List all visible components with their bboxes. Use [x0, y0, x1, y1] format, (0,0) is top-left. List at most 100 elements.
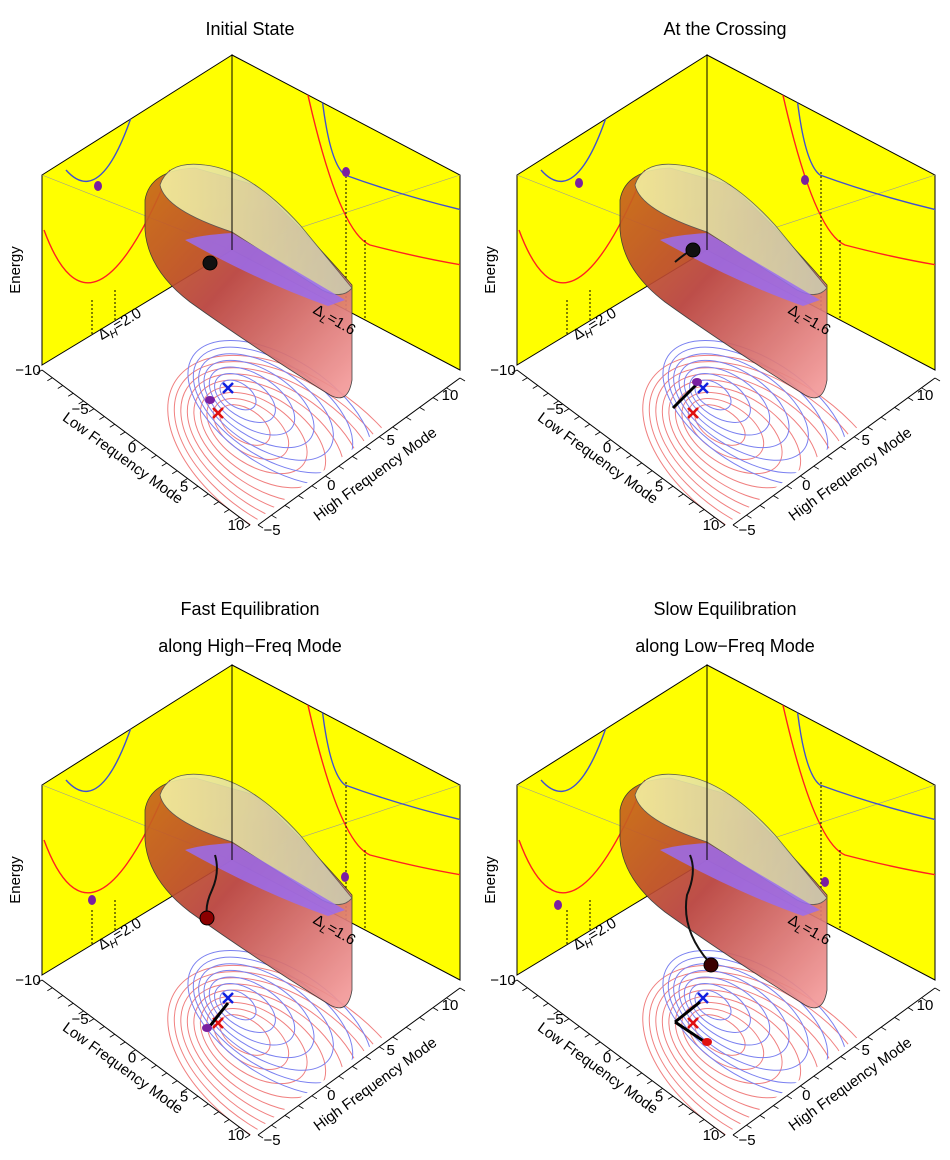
- y-tick: [420, 1017, 425, 1020]
- red-min-marker: [688, 408, 698, 418]
- red-contour: [193, 376, 322, 491]
- floor-state: [702, 1038, 712, 1046]
- y-tick: [285, 505, 290, 508]
- y-tick-label: 5: [861, 432, 869, 449]
- x-tick-label: −10: [490, 362, 515, 379]
- x-tick: [214, 502, 219, 505]
- y-tick: [746, 515, 751, 518]
- x-tick: [245, 525, 250, 528]
- x-tick: [720, 1135, 725, 1138]
- x-tick: [668, 486, 673, 489]
- y-tick: [827, 1066, 832, 1069]
- floor-state: [202, 1024, 212, 1032]
- x-tick: [574, 1027, 579, 1030]
- x-tick: [543, 1003, 548, 1006]
- x-tick: [245, 1135, 250, 1138]
- panel: Slow Equilibrationalong Low−Freq Mode−10…: [482, 599, 940, 1160]
- x-tick-label: 10: [703, 517, 720, 534]
- y-tick-label: 10: [917, 387, 934, 404]
- y-tick: [460, 988, 465, 991]
- state-dot: [94, 181, 102, 191]
- red-min-marker: [688, 1018, 698, 1028]
- y-tick: [433, 398, 438, 401]
- y-tick: [814, 466, 819, 469]
- x-tick: [99, 417, 104, 420]
- x-tick: [574, 417, 579, 420]
- x-axis-label: Low Frequency Mode: [534, 409, 661, 508]
- x-tick: [193, 1096, 198, 1099]
- y-tick-label: −5: [263, 1132, 280, 1149]
- y-tick: [881, 417, 886, 420]
- y-tick-label: 5: [861, 1042, 869, 1059]
- x-tick: [120, 1042, 125, 1045]
- x-tick: [689, 502, 694, 505]
- y-tick: [352, 1066, 357, 1069]
- y-tick: [868, 1037, 873, 1040]
- x-tick: [110, 1034, 115, 1037]
- x-tick: [699, 1120, 704, 1123]
- x-tick: [678, 494, 683, 497]
- x-axis-label: Low Frequency Mode: [59, 1019, 186, 1118]
- state-dot: [575, 178, 583, 188]
- y-tick-label: 10: [442, 997, 459, 1014]
- x-tick: [99, 1027, 104, 1030]
- red-min-marker: [213, 408, 223, 418]
- x-tick: [203, 494, 208, 497]
- x-tick: [668, 1096, 673, 1099]
- y-tick: [298, 1106, 303, 1109]
- y-tick: [733, 525, 738, 528]
- y-tick: [366, 1057, 371, 1060]
- x-tick: [564, 1019, 569, 1022]
- y-tick: [393, 427, 398, 430]
- x-tick: [214, 1112, 219, 1115]
- y-tick: [854, 1047, 859, 1050]
- y-tick: [298, 496, 303, 499]
- y-tick: [352, 456, 357, 459]
- panel-title: along High−Freq Mode: [158, 636, 342, 656]
- x-tick: [193, 486, 198, 489]
- wavepacket: [203, 256, 217, 270]
- x-tick: [626, 455, 631, 458]
- y-tick: [773, 496, 778, 499]
- y-tick: [814, 1076, 819, 1079]
- y-tick: [271, 515, 276, 518]
- y-tick: [854, 437, 859, 440]
- y-tick: [935, 378, 940, 381]
- y-tick: [271, 1125, 276, 1128]
- x-tick: [564, 409, 569, 412]
- panel-title: At the Crossing: [663, 19, 786, 39]
- x-tick: [616, 1058, 621, 1061]
- x-tick: [637, 463, 642, 466]
- panel-title: Fast Equilibration: [180, 599, 319, 619]
- x-tick: [595, 1042, 600, 1045]
- y-tick: [935, 988, 940, 991]
- y-tick-label: −5: [738, 1132, 755, 1149]
- x-tick-label: 10: [228, 517, 245, 534]
- figure: Initial State −10−50510−50510Low Frequenc…: [0, 0, 950, 1160]
- red-contour: [668, 986, 797, 1101]
- floor-state: [692, 378, 702, 386]
- x-tick: [647, 471, 652, 474]
- x-tick: [533, 996, 538, 999]
- y-tick: [379, 1047, 384, 1050]
- panel-title: Initial State: [205, 19, 294, 39]
- y-tick-label: 5: [386, 1042, 394, 1059]
- x-tick: [162, 463, 167, 466]
- x-tick: [678, 1104, 683, 1107]
- x-tick-label: −10: [490, 972, 515, 989]
- x-tick: [120, 432, 125, 435]
- x-tick: [585, 424, 590, 427]
- x-tick: [522, 378, 527, 381]
- y-tick: [420, 407, 425, 410]
- floor-state: [205, 396, 215, 404]
- wavepacket: [200, 911, 214, 925]
- wavepacket: [704, 958, 718, 972]
- state-dot: [821, 877, 829, 887]
- y-tick: [760, 1115, 765, 1118]
- y-tick-label: 0: [802, 1087, 810, 1104]
- x-tick: [47, 378, 52, 381]
- x-tick: [151, 455, 156, 458]
- x-tick: [68, 393, 73, 396]
